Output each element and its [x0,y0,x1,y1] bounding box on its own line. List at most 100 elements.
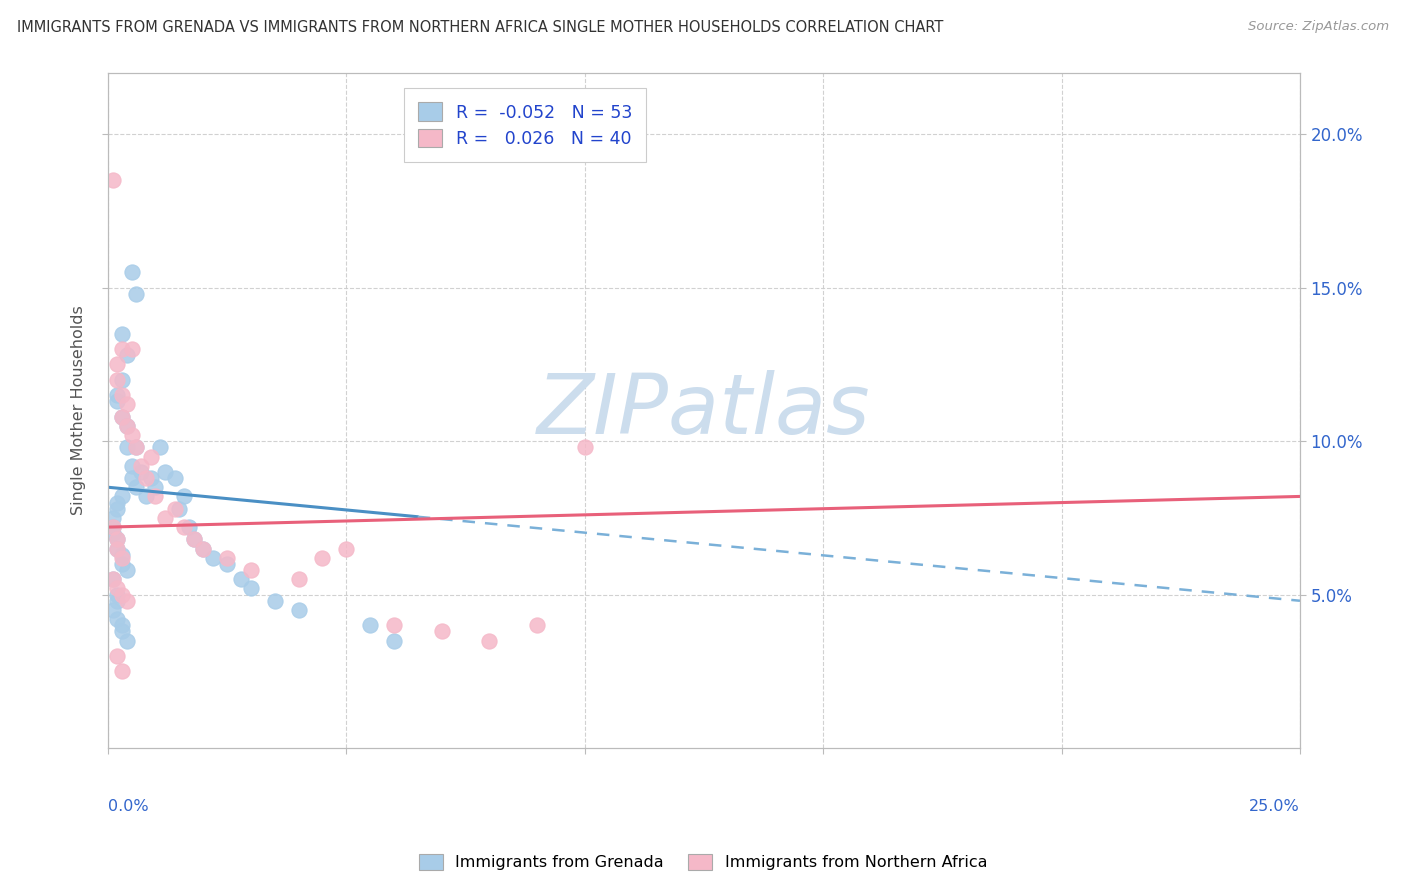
Point [111,557,134,571]
Point [191,541,214,556]
Point [101,511,124,525]
Point [201,550,224,565]
Point [105,612,128,626]
Point [105,373,128,387]
Point [111,388,134,402]
Point [111,665,134,679]
Point [111,618,134,632]
Point [526,618,548,632]
Point [105,394,128,409]
Text: 0.0%: 0.0% [108,798,149,814]
Legend: R =  -0.052   N = 53, R =   0.026   N = 40: R = -0.052 N = 53, R = 0.026 N = 40 [404,88,647,161]
Point [105,593,128,607]
Point [111,550,134,565]
Point [125,286,148,301]
Point [115,348,138,362]
Point [125,480,148,494]
Point [139,471,162,485]
Point [111,342,134,356]
Text: 25.0%: 25.0% [1249,798,1301,814]
Point [115,397,138,411]
Point [135,471,157,485]
Point [115,418,138,433]
Point [191,541,214,556]
Legend: Immigrants from Grenada, Immigrants from Northern Africa: Immigrants from Grenada, Immigrants from… [412,847,994,877]
Point [145,490,167,504]
Point [359,618,381,632]
Point [105,541,128,556]
Point [173,520,195,534]
Point [121,471,143,485]
Point [105,501,128,516]
Point [101,526,124,541]
Point [239,582,262,596]
Point [173,490,195,504]
Point [149,440,172,454]
Point [183,533,205,547]
Point [287,603,309,617]
Point [105,648,128,663]
Point [111,373,134,387]
Point [121,458,143,473]
Point [101,572,124,586]
Point [111,624,134,639]
Point [105,582,128,596]
Text: IMMIGRANTS FROM GRENADA VS IMMIGRANTS FROM NORTHERN AFRICA SINGLE MOTHER HOUSEHO: IMMIGRANTS FROM GRENADA VS IMMIGRANTS FR… [17,20,943,35]
Point [287,572,309,586]
Point [101,520,124,534]
Point [153,465,176,479]
Point [183,533,205,547]
Point [382,633,405,648]
Point [105,588,128,602]
Point [111,409,134,424]
Point [121,265,143,279]
Text: Source: ZipAtlas.com: Source: ZipAtlas.com [1249,20,1389,33]
Point [115,563,138,577]
Point [129,458,152,473]
Point [139,450,162,464]
Point [105,533,128,547]
Point [101,173,124,187]
Point [105,533,128,547]
Point [177,520,200,534]
Point [111,548,134,562]
Point [163,501,186,516]
Point [115,418,138,433]
Point [215,550,238,565]
Point [574,440,596,454]
Point [101,572,124,586]
Point [105,388,128,402]
Point [105,495,128,509]
Point [153,511,176,525]
Point [111,409,134,424]
Point [121,342,143,356]
Point [105,541,128,556]
Point [231,572,253,586]
Point [382,618,405,632]
Point [101,520,124,534]
Point [335,541,357,556]
Y-axis label: Single Mother Households: Single Mother Households [72,306,86,516]
Point [239,563,262,577]
Point [430,624,453,639]
Point [105,358,128,372]
Point [115,440,138,454]
Point [101,603,124,617]
Point [115,633,138,648]
Point [215,557,238,571]
Point [263,593,285,607]
Point [111,490,134,504]
Point [121,428,143,442]
Point [169,501,191,516]
Point [145,480,167,494]
Text: ZIPatlas: ZIPatlas [537,370,870,451]
Point [111,588,134,602]
Point [311,550,333,565]
Point [111,326,134,341]
Point [163,471,186,485]
Point [129,465,152,479]
Point [478,633,501,648]
Point [125,440,148,454]
Point [115,593,138,607]
Point [125,440,148,454]
